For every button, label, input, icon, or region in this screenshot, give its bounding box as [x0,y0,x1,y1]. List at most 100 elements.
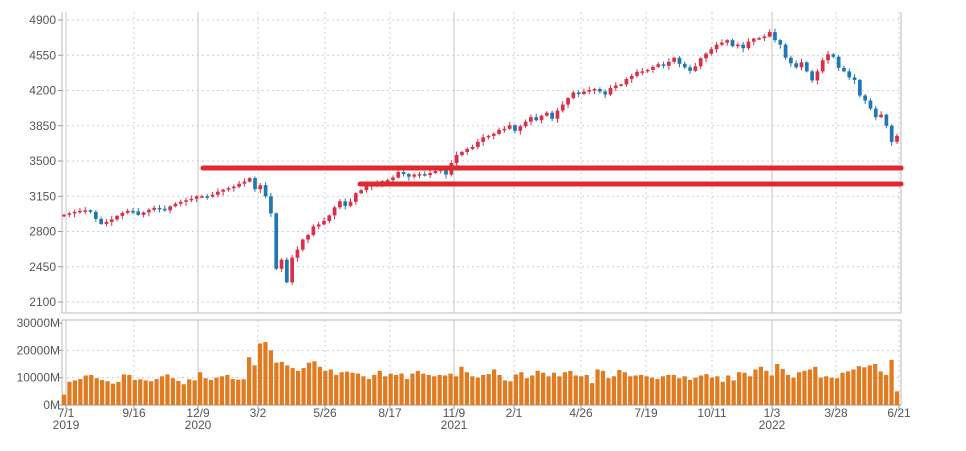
volume-bar [328,369,333,405]
candle-body [613,85,618,88]
candle-body [539,115,544,121]
x-tick-label: 7/1 [58,406,75,420]
candle-body [306,235,310,240]
x-tick-label: 1/3 [764,406,781,420]
candle-body [433,171,438,174]
candle-body [672,57,677,62]
candle-body [704,53,708,59]
candle-body [353,193,358,202]
candle-body [619,84,623,86]
volume-bar [317,366,323,405]
volume-bar [524,378,529,405]
candle-body [603,91,608,95]
candle-body [566,98,570,105]
volume-bar [769,375,774,405]
volume-bar [132,379,137,405]
candle-body [343,201,348,206]
candle-body [529,117,533,122]
candle-body [693,66,698,71]
x-tick-label: 3/28 [824,406,848,420]
candle-body [237,183,241,187]
volume-bar [883,374,889,405]
volume-bar [301,368,306,405]
volume-bar [546,376,551,405]
candle-body [550,112,554,119]
candle-body [136,211,141,215]
candle-body [598,88,602,92]
candle-body [417,174,422,176]
x-tick-label: 9/16 [122,406,146,420]
candle-body [109,219,114,222]
volume-bar [236,379,241,405]
volume-y-axis-ticks: 30000M 20000M 10000M 0M [17,316,62,412]
candle-body [189,198,194,201]
volume-bar [829,377,834,405]
price-gridlines [61,12,902,314]
candle-body [93,211,98,219]
volume-bar [148,381,154,405]
volume-bar [845,371,851,405]
candle-body [778,40,783,45]
volume-bar [622,372,627,405]
candle-body [322,220,326,225]
candle-body [735,44,740,47]
candle-body [422,174,427,176]
volume-bar [208,379,214,405]
candle-body [178,201,183,204]
volume-bar [279,361,284,405]
volume-bar [666,374,671,405]
volume-bar [383,376,388,405]
volume-bar [203,378,208,405]
candle-body [258,185,263,190]
volume-bar [502,380,508,405]
volume-bar [459,366,464,405]
volume-bar [285,365,290,405]
volume-bar [617,370,622,405]
volume-bar [355,373,361,405]
x-tick-label: 2/1 [506,406,523,420]
candle-body [810,71,814,81]
volume-bar [154,379,159,405]
price-tick-label: 4900 [29,13,56,27]
volume-bar [687,379,693,405]
x-tick-label: 3/2 [250,406,267,420]
candle-body [555,110,560,119]
x-tick-label: 12/9 [186,406,210,420]
candle-body [868,100,873,109]
volume-bar [785,374,791,405]
candle-body [879,114,883,118]
volume-bar [628,376,633,405]
volume-bar [600,370,606,405]
candle-body [428,173,432,176]
volume-bar [176,380,181,405]
volume-bar [290,368,295,405]
volume-bar [350,372,355,405]
volume-bar [339,372,344,405]
candle-body [269,196,273,214]
candle-body [507,125,512,129]
volume-bar [415,370,421,405]
candle-body [773,32,777,41]
x-tick-label: 11/9 [443,406,466,420]
candle-body [730,40,735,47]
volume-bar [834,378,840,405]
volume-bar [753,369,758,405]
candle-body [274,213,279,269]
candle-body [385,180,390,182]
candle-body [247,178,252,182]
volume-bar [862,367,867,405]
x-tick-year-label: 2021 [441,418,468,432]
volume-bar [584,374,589,405]
candle-body [608,87,613,95]
volume-bar [448,373,453,405]
volume-bar [535,370,540,405]
volume-bar [437,374,442,405]
volume-bar [274,362,279,405]
candle-body [253,178,257,190]
candle-body [290,257,295,283]
volume-bar [127,374,132,405]
candle-body [560,104,565,111]
candle-body [656,64,661,67]
volume-bar [638,374,644,405]
volume-bar [568,370,573,405]
